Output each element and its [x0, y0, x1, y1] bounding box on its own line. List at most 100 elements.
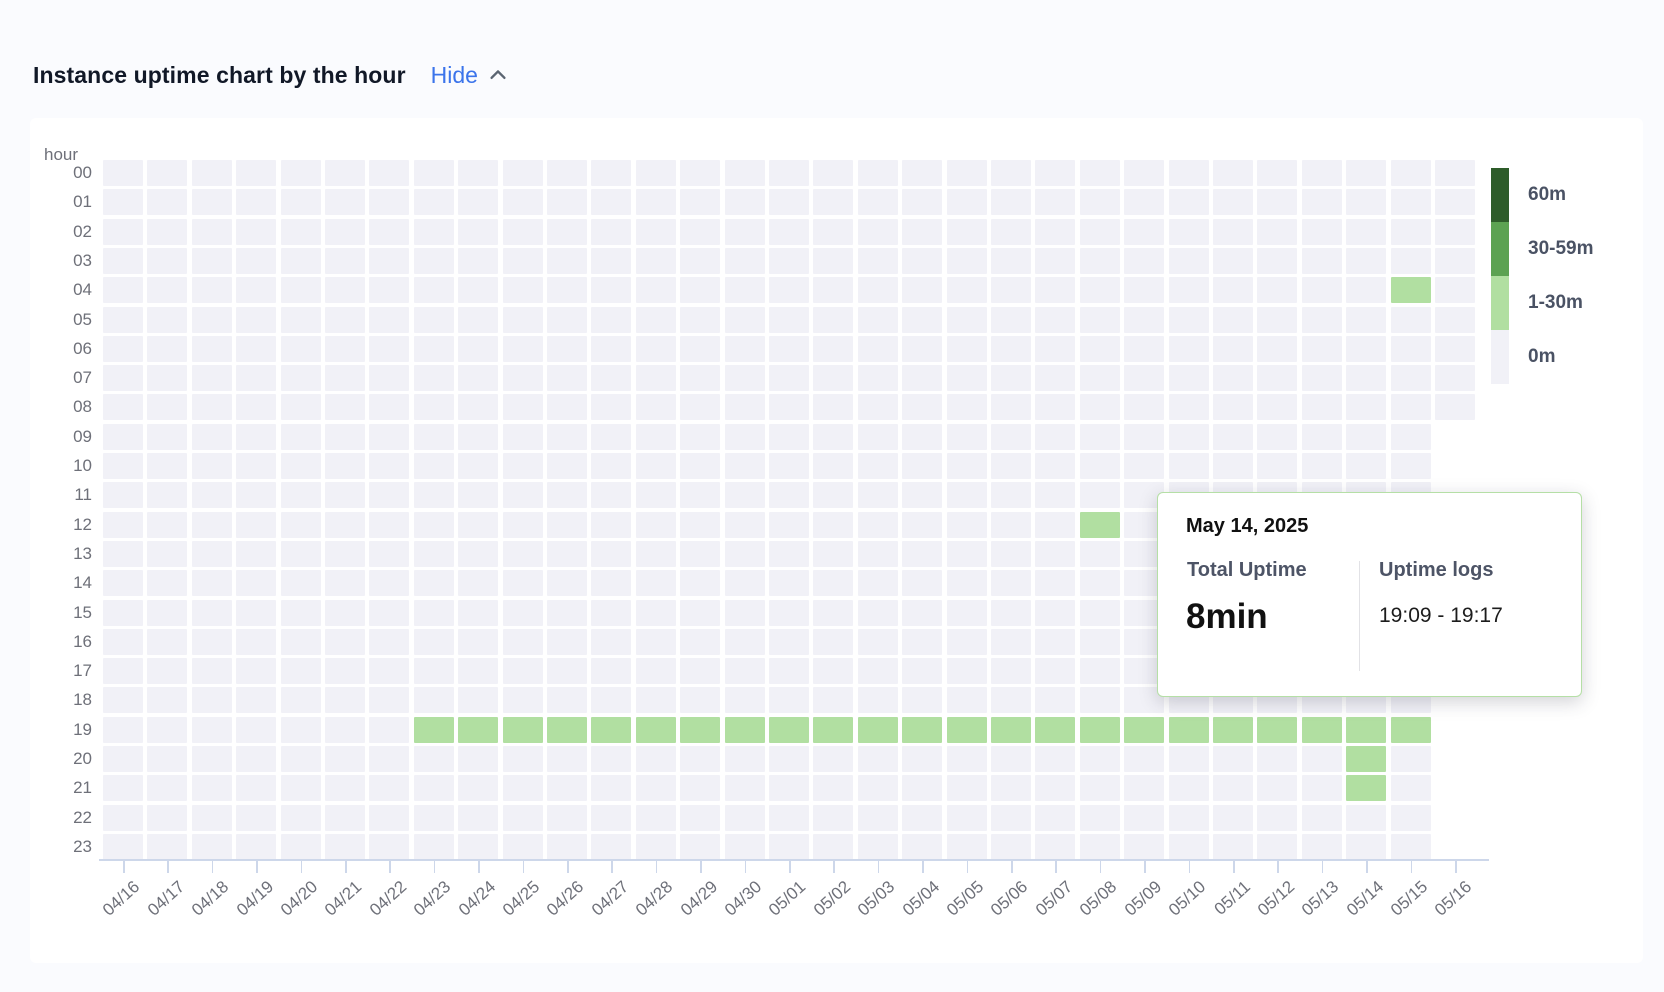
heatmap-cell[interactable] [591, 453, 632, 479]
heatmap-cell[interactable] [547, 160, 587, 186]
heatmap-cell[interactable] [103, 482, 143, 509]
heatmap-cell[interactable] [724, 540, 765, 567]
heatmap-cell[interactable] [413, 599, 454, 626]
heatmap-cell[interactable] [680, 511, 721, 538]
heatmap-cell[interactable] [147, 570, 188, 597]
heatmap-cell[interactable] [280, 482, 321, 509]
heatmap-cell[interactable] [724, 423, 765, 450]
heatmap-cell[interactable] [946, 804, 987, 831]
heatmap-cell[interactable] [191, 189, 232, 216]
heatmap-cell[interactable] [147, 716, 188, 743]
heatmap-cell[interactable] [1390, 365, 1431, 392]
heatmap-cell[interactable] [724, 189, 765, 216]
heatmap-cell[interactable] [325, 160, 365, 186]
heatmap-cell[interactable] [635, 775, 676, 802]
heatmap-cell[interactable] [325, 365, 365, 392]
heatmap-cell[interactable] [1124, 775, 1165, 802]
heatmap-cell[interactable] [635, 218, 676, 245]
heatmap-cell[interactable] [369, 687, 410, 714]
heatmap-cell[interactable] [547, 716, 587, 743]
heatmap-cell[interactable] [1213, 365, 1253, 392]
heatmap-cell[interactable] [902, 277, 943, 304]
heatmap-cell[interactable] [1257, 394, 1298, 421]
heatmap-cell[interactable] [1035, 218, 1076, 245]
heatmap-cell[interactable] [591, 746, 632, 772]
heatmap-cell[interactable] [413, 658, 454, 685]
heatmap-cell[interactable] [1346, 804, 1387, 831]
heatmap-cell[interactable] [103, 160, 143, 186]
heatmap-cell[interactable] [458, 189, 499, 216]
heatmap-cell[interactable] [1124, 716, 1165, 743]
heatmap-cell[interactable] [191, 628, 232, 655]
heatmap-cell[interactable] [635, 277, 676, 304]
heatmap-cell[interactable] [857, 453, 898, 479]
heatmap-cell[interactable] [1213, 423, 1253, 450]
heatmap-cell[interactable] [902, 160, 943, 186]
heatmap-cell[interactable] [413, 511, 454, 538]
heatmap-cell[interactable] [1168, 746, 1209, 772]
heatmap-cell[interactable] [680, 453, 721, 479]
heatmap-cell[interactable] [369, 335, 410, 362]
heatmap-cell[interactable] [458, 775, 499, 802]
heatmap-cell[interactable] [236, 189, 277, 216]
heatmap-cell[interactable] [369, 306, 410, 333]
heatmap-cell[interactable] [502, 394, 543, 421]
heatmap-cell[interactable] [680, 658, 721, 685]
heatmap-cell[interactable] [813, 247, 854, 274]
heatmap-cell[interactable] [147, 394, 188, 421]
heatmap-cell[interactable] [724, 160, 765, 186]
heatmap-cell[interactable] [813, 716, 854, 743]
heatmap-cell[interactable] [769, 511, 809, 538]
heatmap-cell[interactable] [413, 804, 454, 831]
heatmap-cell[interactable] [1257, 277, 1298, 304]
heatmap-cell[interactable] [813, 306, 854, 333]
heatmap-cell[interactable] [813, 277, 854, 304]
heatmap-cell[interactable] [191, 716, 232, 743]
heatmap-cell[interactable] [413, 277, 454, 304]
heatmap-cell[interactable] [1079, 628, 1120, 655]
heatmap-cell[interactable] [857, 365, 898, 392]
heatmap-cell[interactable] [1124, 746, 1165, 772]
heatmap-cell[interactable] [147, 247, 188, 274]
heatmap-cell[interactable] [902, 540, 943, 567]
heatmap-cell[interactable] [724, 687, 765, 714]
heatmap-cell[interactable] [1168, 804, 1209, 831]
heatmap-cell[interactable] [325, 306, 365, 333]
heatmap-cell[interactable] [591, 833, 632, 860]
heatmap-cell[interactable] [1346, 365, 1387, 392]
heatmap-cell[interactable] [635, 247, 676, 274]
heatmap-cell[interactable] [458, 540, 499, 567]
heatmap-cell[interactable] [591, 570, 632, 597]
heatmap-cell[interactable] [946, 277, 987, 304]
heatmap-cell[interactable] [413, 160, 454, 186]
heatmap-cell[interactable] [946, 628, 987, 655]
heatmap-cell[interactable] [147, 511, 188, 538]
heatmap-cell[interactable] [103, 189, 143, 216]
heatmap-cell[interactable] [280, 833, 321, 860]
heatmap-cell[interactable] [369, 628, 410, 655]
heatmap-cell[interactable] [280, 804, 321, 831]
heatmap-cell[interactable] [1346, 746, 1387, 772]
heatmap-cell[interactable] [591, 775, 632, 802]
heatmap-cell[interactable] [1035, 453, 1076, 479]
heatmap-cell[interactable] [1213, 775, 1253, 802]
heatmap-cell[interactable] [769, 189, 809, 216]
heatmap-cell[interactable] [103, 453, 143, 479]
heatmap-cell[interactable] [502, 160, 543, 186]
heatmap-cell[interactable] [280, 189, 321, 216]
heatmap-cell[interactable] [902, 306, 943, 333]
heatmap-cell[interactable] [191, 394, 232, 421]
heatmap-cell[interactable] [680, 599, 721, 626]
heatmap-cell[interactable] [236, 628, 277, 655]
heatmap-cell[interactable] [1124, 218, 1165, 245]
heatmap-cell[interactable] [1301, 277, 1342, 304]
heatmap-cell[interactable] [857, 687, 898, 714]
heatmap-cell[interactable] [502, 247, 543, 274]
heatmap-cell[interactable] [635, 628, 676, 655]
heatmap-cell[interactable] [991, 394, 1031, 421]
heatmap-cell[interactable] [769, 160, 809, 186]
heatmap-cell[interactable] [369, 775, 410, 802]
heatmap-cell[interactable] [857, 570, 898, 597]
heatmap-cell[interactable] [635, 746, 676, 772]
heatmap-cell[interactable] [1346, 189, 1387, 216]
